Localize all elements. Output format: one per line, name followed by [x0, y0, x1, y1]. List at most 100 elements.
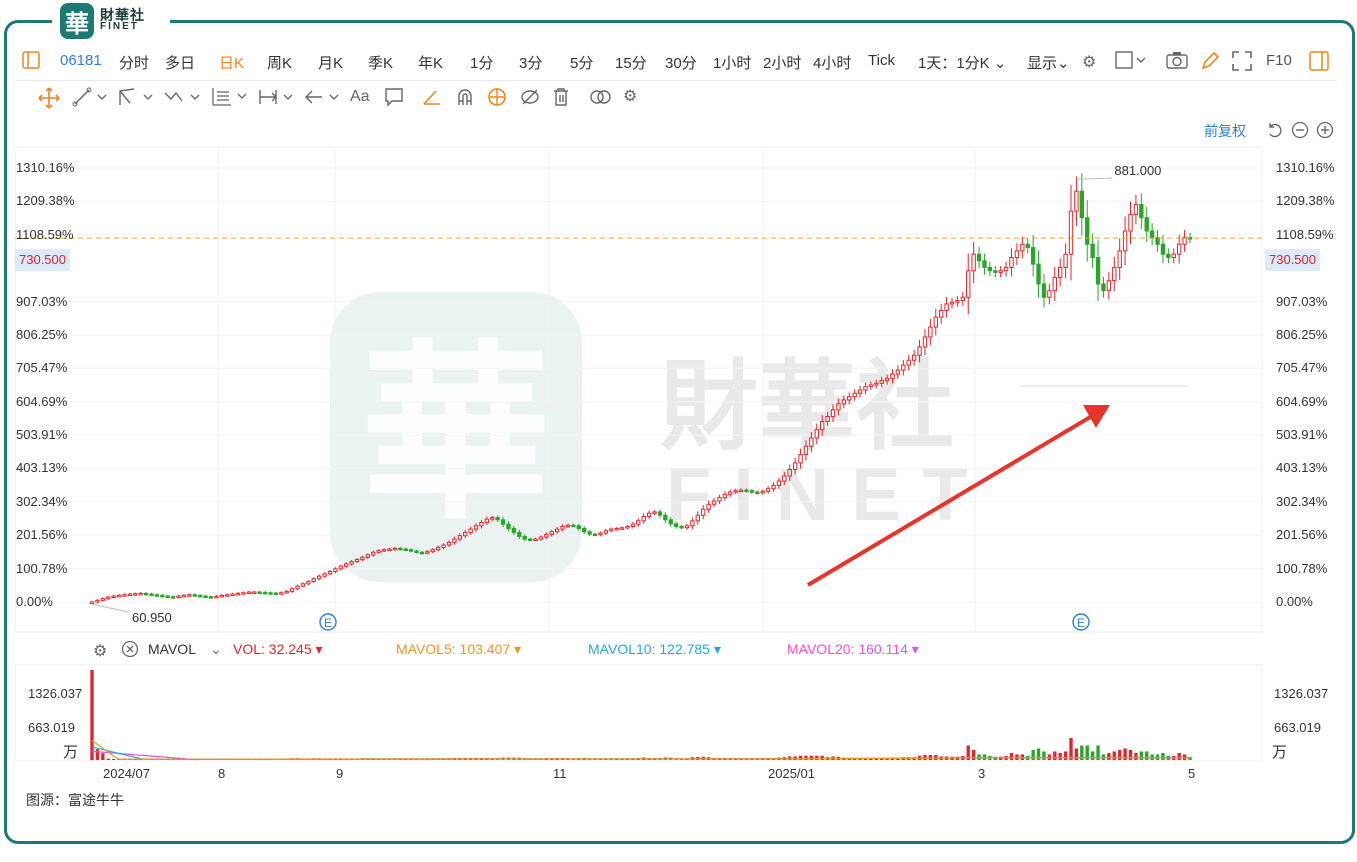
zoom-in-icon[interactable] — [1316, 121, 1334, 144]
y-tick-left-8: 403.13% — [16, 460, 68, 476]
indicator-close-icon[interactable] — [121, 640, 139, 663]
y-tick-left-4: 806.25% — [16, 326, 68, 342]
channel-tool-icon[interactable] — [118, 87, 158, 112]
y-tick-left-6: 604.69% — [16, 393, 68, 409]
period-tab-9[interactable]: 5分 — [570, 55, 594, 72]
range-select[interactable]: 1天：1分K ⌄ — [918, 52, 1006, 74]
x-tick-0: 2024/07 — [103, 766, 150, 781]
adjust-mode-button[interactable]: 前复权 — [1204, 123, 1246, 139]
y-tick-right-9: 302.34% — [1276, 493, 1328, 509]
logo-en: FINET — [100, 21, 139, 32]
volume-legend-3: MAVOL20: 160.114 ▾ — [787, 641, 919, 657]
compare-icon[interactable] — [589, 87, 613, 112]
vol-unit-right: 万 — [1272, 744, 1288, 761]
period-tab-5[interactable]: 季K — [368, 55, 394, 72]
move-cross-icon[interactable] — [38, 87, 60, 114]
period-tab-6[interactable]: 年K — [418, 55, 444, 72]
logo-cn: 財華社 — [100, 7, 145, 23]
finet-logo: 華 財華社 FINET — [52, 0, 170, 42]
y-tick-left-12: 0.00% — [16, 594, 53, 609]
measure-tool-icon[interactable] — [258, 87, 298, 112]
panel-toggle-icon[interactable] — [1309, 51, 1329, 76]
zoom-out-icon[interactable] — [1291, 121, 1309, 144]
period-tab-12[interactable]: 1小时 — [713, 55, 752, 72]
vol-unit-left: 万 — [63, 744, 79, 761]
current-price-badge-left: 730.500 — [15, 249, 70, 271]
period-tab-7[interactable]: 1分 — [470, 55, 494, 72]
vol-tick-right-1: 663.019 — [1274, 720, 1321, 735]
reset-icon[interactable] — [1266, 121, 1284, 144]
indicator-name[interactable]: MAVOL — [148, 641, 196, 657]
draw-settings-gear-icon[interactable]: ⚙ — [623, 88, 638, 105]
vol-tick-left-0: 1326.037 — [28, 686, 83, 701]
trash-icon[interactable] — [552, 87, 570, 112]
period-tab-15[interactable]: Tick — [868, 52, 895, 69]
period-tab-4[interactable]: 月K — [318, 55, 344, 72]
x-tick-4: 2025/01 — [768, 766, 815, 781]
y-tick-right-11: 100.78% — [1276, 560, 1328, 576]
y-tick-right-5: 705.47% — [1276, 360, 1328, 376]
f10-button[interactable]: F10 — [1266, 52, 1292, 69]
vol-tick-left-1: 663.019 — [28, 720, 75, 735]
indicator-settings-icon[interactable]: ⚙ — [93, 643, 108, 660]
stock-code[interactable]: 06181 — [60, 52, 102, 69]
layout-box-icon[interactable] — [1115, 50, 1149, 75]
x-tick-5: 3 — [978, 766, 986, 781]
pencil-icon[interactable] — [1200, 51, 1220, 76]
period-tab-0[interactable]: 分时 — [119, 55, 150, 72]
period-tab-10[interactable]: 15分 — [615, 55, 647, 72]
magnet-icon[interactable] — [455, 87, 475, 112]
toolbar-divider — [15, 80, 1337, 81]
chevron-down-icon: ⌄ — [993, 55, 1007, 72]
period-tab-13[interactable]: 2小时 — [763, 55, 802, 72]
y-tick-right-6: 604.69% — [1276, 393, 1328, 409]
settings-gear-icon[interactable]: ⚙ — [1082, 54, 1097, 71]
wave-tool-icon[interactable] — [164, 87, 204, 112]
x-tick-3: 11 — [553, 766, 567, 781]
current-price-badge-right: 730.500 — [1265, 249, 1320, 271]
period-tab-11[interactable]: 30分 — [665, 55, 697, 72]
text-tool-icon[interactable]: Aa — [350, 88, 370, 105]
y-tick-left-9: 302.34% — [16, 493, 68, 509]
y-tick-right-2: 1108.59% — [1276, 226, 1334, 242]
arrow-left-icon[interactable] — [304, 87, 344, 112]
period-tab-2[interactable]: 日K — [219, 55, 245, 72]
finet-seal-icon: 華 — [60, 3, 94, 39]
y-tick-right-0: 1310.16% — [1276, 160, 1335, 175]
chevron-down-icon: ⌄ — [1057, 55, 1070, 72]
display-menu[interactable]: 显示⌄ — [1027, 52, 1070, 74]
period-tab-1[interactable]: 多日 — [165, 55, 196, 72]
volume-legend-0: VOL: 32.245 ▾ — [233, 641, 323, 657]
line-tool-icon[interactable] — [72, 87, 112, 112]
y-tick-left-3: 907.03% — [16, 293, 68, 309]
angle-tool-icon[interactable] — [422, 87, 442, 112]
vol-tick-right-0: 1326.037 — [1274, 686, 1329, 701]
fullscreen-icon[interactable] — [1232, 51, 1252, 76]
chevron-down-icon[interactable]: ⌄ — [210, 641, 222, 657]
y-tick-left-1: 1209.38% — [16, 193, 75, 209]
x-tick-1: 8 — [218, 766, 226, 781]
y-tick-left-2: 1108.59% — [16, 226, 74, 242]
x-tick-6: 5 — [1188, 766, 1196, 781]
y-tick-right-3: 907.03% — [1276, 293, 1328, 309]
volume-legend-2: MAVOL10: 122.785 ▾ — [588, 641, 721, 657]
y-tick-left-11: 100.78% — [16, 560, 68, 576]
camera-icon[interactable] — [1166, 51, 1188, 74]
sidebar-toggle-icon[interactable] — [22, 51, 40, 74]
fib-tool-icon[interactable] — [211, 86, 251, 111]
y-tick-left-10: 201.56% — [16, 527, 68, 543]
x-tick-2: 9 — [336, 766, 344, 781]
lock-drawing-icon[interactable] — [487, 87, 507, 112]
y-tick-left-5: 705.47% — [16, 360, 68, 376]
period-tab-3[interactable]: 周K — [267, 55, 293, 72]
comment-icon[interactable] — [384, 87, 404, 112]
chart-frame — [4, 20, 1355, 844]
range-select-label: 1天：1分K — [918, 55, 990, 72]
period-tab-14[interactable]: 4小时 — [813, 55, 852, 72]
volume-legend-1: MAVOL5: 103.407 ▾ — [396, 641, 522, 657]
period-tab-8[interactable]: 3分 — [519, 55, 543, 72]
hide-drawing-icon[interactable] — [520, 87, 540, 112]
y-tick-right-12: 0.00% — [1276, 594, 1313, 609]
y-tick-right-8: 403.13% — [1276, 460, 1328, 476]
source-caption: 图源：富途牛牛 — [26, 792, 124, 808]
